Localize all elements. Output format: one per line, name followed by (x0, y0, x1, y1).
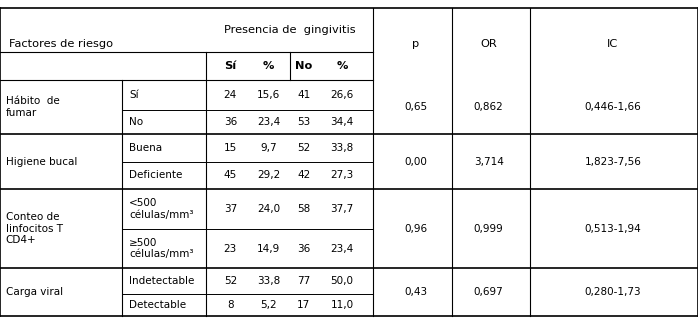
Text: 0,280-1,73: 0,280-1,73 (584, 287, 641, 297)
Text: Conteo de
linfocitos T
CD4+: Conteo de linfocitos T CD4+ (6, 212, 63, 245)
Text: No: No (295, 61, 312, 71)
Text: Hábito  de
fumar: Hábito de fumar (6, 96, 59, 118)
Text: Higiene bucal: Higiene bucal (6, 157, 77, 167)
Text: 3,714: 3,714 (474, 157, 503, 167)
Text: 36: 36 (224, 117, 237, 127)
Text: 11,0: 11,0 (330, 300, 354, 310)
Text: 15: 15 (224, 143, 237, 153)
Text: 14,9: 14,9 (257, 244, 281, 254)
Text: No: No (129, 117, 143, 127)
Text: 1,823-7,56: 1,823-7,56 (584, 157, 641, 167)
Text: 29,2: 29,2 (257, 170, 281, 180)
Text: 52: 52 (224, 277, 237, 286)
Text: 58: 58 (297, 204, 310, 214)
Text: 0,65: 0,65 (404, 102, 428, 112)
Text: 15,6: 15,6 (257, 90, 281, 100)
Text: 41: 41 (297, 90, 310, 100)
Text: p: p (413, 39, 419, 49)
Text: IC: IC (607, 39, 618, 49)
Text: 23: 23 (224, 244, 237, 254)
Text: OR: OR (480, 39, 497, 49)
Text: 50,0: 50,0 (331, 277, 353, 286)
Text: ≥500
células/mm³: ≥500 células/mm³ (129, 238, 193, 259)
Text: 33,8: 33,8 (257, 277, 281, 286)
Text: %: % (336, 61, 348, 71)
Text: 0,697: 0,697 (474, 287, 503, 297)
Text: Sí: Sí (129, 90, 139, 100)
Text: Presencia de  gingivitis: Presencia de gingivitis (224, 25, 355, 35)
Text: <500
células/mm³: <500 células/mm³ (129, 198, 193, 220)
Text: 45: 45 (224, 170, 237, 180)
Text: Factores de riesgo: Factores de riesgo (9, 39, 113, 49)
Text: 33,8: 33,8 (330, 143, 354, 153)
Text: Buena: Buena (129, 143, 162, 153)
Text: 8: 8 (227, 300, 234, 310)
Text: Sí: Sí (224, 61, 237, 71)
Text: Detectable: Detectable (129, 300, 186, 310)
Text: 0,999: 0,999 (474, 224, 503, 234)
Text: 9,7: 9,7 (260, 143, 277, 153)
Text: 23,4: 23,4 (257, 117, 281, 127)
Text: 5,2: 5,2 (260, 300, 277, 310)
Text: 0,43: 0,43 (404, 287, 428, 297)
Text: 23,4: 23,4 (330, 244, 354, 254)
Text: 52: 52 (297, 143, 310, 153)
Text: 24,0: 24,0 (257, 204, 281, 214)
Text: 36: 36 (297, 244, 310, 254)
Text: 26,6: 26,6 (330, 90, 354, 100)
Text: 27,3: 27,3 (330, 170, 354, 180)
Text: 53: 53 (297, 117, 310, 127)
Text: %: % (263, 61, 274, 71)
Text: 0,00: 0,00 (405, 157, 427, 167)
Text: 77: 77 (297, 277, 310, 286)
Text: 42: 42 (297, 170, 310, 180)
Text: 34,4: 34,4 (330, 117, 354, 127)
Text: 24: 24 (224, 90, 237, 100)
Text: 37,7: 37,7 (330, 204, 354, 214)
Text: 37: 37 (224, 204, 237, 214)
Text: Carga viral: Carga viral (6, 287, 63, 297)
Text: Deficiente: Deficiente (129, 170, 182, 180)
Text: Indetectable: Indetectable (129, 277, 195, 286)
Text: 17: 17 (297, 300, 310, 310)
Text: 0,446-1,66: 0,446-1,66 (584, 102, 641, 112)
Text: 0,513-1,94: 0,513-1,94 (584, 224, 641, 234)
Text: 0,96: 0,96 (404, 224, 428, 234)
Text: 0,862: 0,862 (474, 102, 503, 112)
